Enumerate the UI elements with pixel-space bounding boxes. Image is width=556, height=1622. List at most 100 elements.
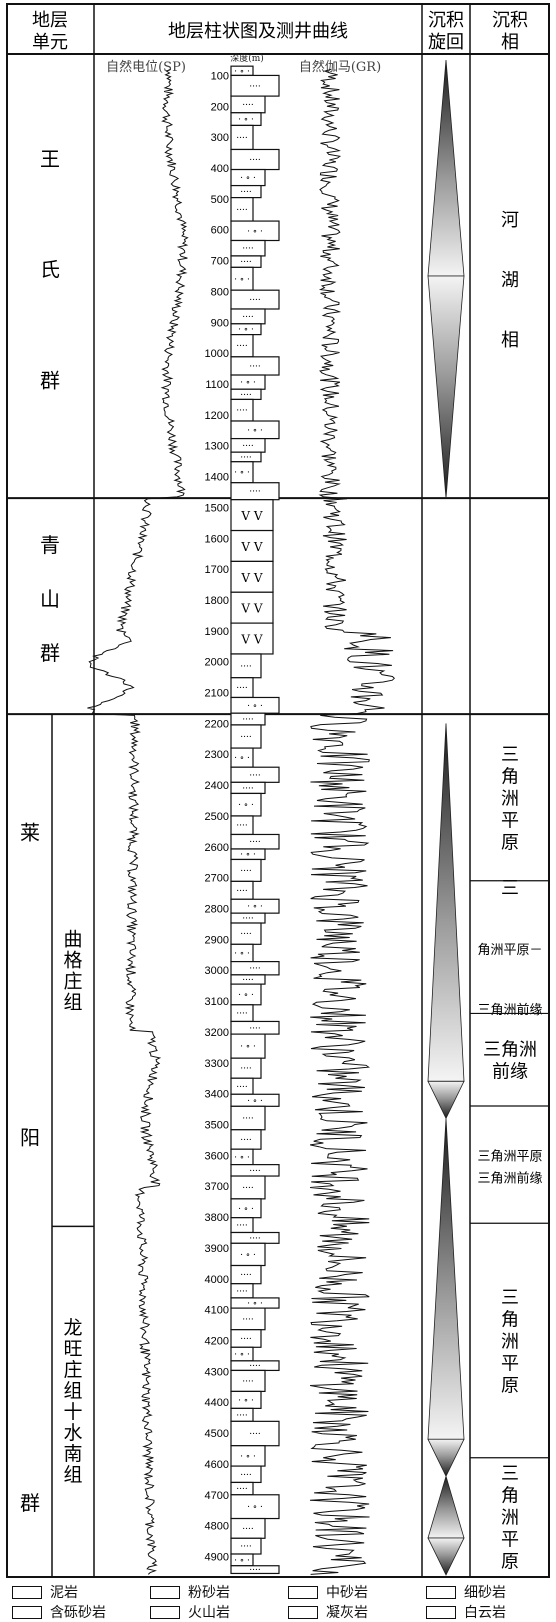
- sandstone-dots: ····: [240, 662, 252, 672]
- sandstone-dots: ····: [236, 1221, 248, 1231]
- sedimentary-cycle-triangle: [427, 1118, 465, 1440]
- depth-tick-label: 4400: [205, 1397, 229, 1409]
- depth-tick-label: 2800: [205, 904, 229, 916]
- formation-name-char: 旺: [63, 1338, 82, 1360]
- header-unit-line2: 单元: [32, 32, 68, 52]
- depth-tick-label: 3800: [205, 1212, 229, 1224]
- sp-curve: [87, 68, 189, 1575]
- formation-name-char: 庄: [63, 1359, 82, 1381]
- depth-tick-label: 3600: [205, 1150, 229, 1162]
- depth-tick-label: 4500: [205, 1428, 229, 1440]
- depth-tick-label: 4900: [205, 1551, 229, 1563]
- sandstone-dots: ····: [249, 1430, 261, 1440]
- sandstone-dots: ····: [242, 441, 254, 451]
- sandstone-dots: ····: [249, 1566, 261, 1576]
- header-facies-line2: 相: [501, 32, 519, 53]
- sandstone-dots: ····: [242, 914, 254, 924]
- sandstone-dots: ····: [242, 1377, 254, 1387]
- sandstone-dots: ····: [249, 771, 261, 781]
- formation-name-char: 格: [63, 950, 82, 972]
- sandstone-dots: ····: [249, 1234, 261, 1244]
- depth-tick-label: 3000: [205, 965, 229, 977]
- lithology-legend: 泥岩 粉砂岩 中砂岩 细砂岩 含砾砂岩 火山岩 凝灰岩 白云岩: [0, 1578, 556, 1622]
- depth-tick-label: 600: [211, 225, 229, 237]
- legend-item-siltstone: 粉砂岩: [150, 1582, 230, 1602]
- facies-label: 三角洲平原: [477, 1150, 542, 1165]
- facies-label: 前缘: [492, 1062, 528, 1083]
- facies-label: 相: [501, 330, 519, 351]
- depth-tick-label: 3400: [205, 1089, 229, 1101]
- facies-label: 角: [501, 1309, 519, 1330]
- legend-item-fine-sandstone: 细砂岩: [426, 1582, 506, 1602]
- depth-tick-label: 4100: [205, 1305, 229, 1317]
- depth-tick-label: 4600: [205, 1459, 229, 1471]
- sandstone-dots: · ∘ ·: [238, 801, 254, 811]
- sandstone-dots: ····: [242, 244, 254, 254]
- sandstone-dots: ····: [242, 975, 254, 985]
- sandstone-dots: ····: [240, 930, 252, 940]
- depth-tick-label: 1000: [205, 348, 229, 360]
- sandstone-dots: · ∘ ·: [234, 468, 250, 478]
- legend-item-pebbly-sandstone: 含砾砂岩: [12, 1602, 106, 1622]
- depth-tick-label: 3900: [205, 1243, 229, 1255]
- pebbly-sandstone-swatch: [12, 1605, 42, 1619]
- sandstone-dots: · ∘ ·: [238, 115, 254, 125]
- sandstone-dots: · ∘ ·: [247, 1299, 263, 1309]
- lithology-bed: [230, 591, 274, 624]
- facies-label: 洲: [501, 788, 519, 809]
- depth-tick-label: 4000: [205, 1274, 229, 1286]
- sandstone-dots: ····: [236, 821, 248, 831]
- volcanic-symbol: V V: [240, 509, 262, 523]
- legend-label: 泥岩: [50, 1585, 78, 1601]
- facies-label: 洲: [501, 1507, 519, 1528]
- depth-tick-label: 300: [211, 132, 229, 144]
- sandstone-dots: ····: [236, 1411, 248, 1421]
- group-name-char: 群: [40, 641, 60, 665]
- sedimentary-cycle-triangle: [427, 1537, 465, 1576]
- header-cycle-line1: 沉积: [428, 10, 464, 31]
- depth-tick-label: 1500: [205, 502, 229, 514]
- siltstone-swatch: [150, 1585, 180, 1599]
- gr-curve-title: 自然伽马(GR): [299, 59, 381, 75]
- sandstone-dots: · ∘ ·: [247, 1503, 263, 1513]
- sandstone-dots: · ∘ ·: [234, 67, 250, 77]
- lithology-bed: [230, 529, 274, 563]
- depth-tick-label: 1200: [205, 410, 229, 422]
- sandstone-dots: · ∘ ·: [240, 1452, 256, 1462]
- depth-tick-label: 200: [211, 101, 229, 113]
- gr-curve: [309, 68, 396, 1575]
- sandstone-dots: ····: [242, 100, 254, 110]
- sandstone-dots: ····: [236, 886, 248, 896]
- depth-tick-label: 4200: [205, 1335, 229, 1347]
- depth-tick-label: 4300: [205, 1366, 229, 1378]
- outer-frame: [6, 3, 550, 1578]
- volcanic-symbol: V V: [240, 633, 262, 647]
- volcanic-swatch: [150, 1605, 180, 1619]
- sandstone-dots: · ∘ ·: [234, 1556, 250, 1566]
- sedimentary-cycle-triangle: [427, 59, 465, 277]
- sandstone-dots: · ∘ ·: [238, 1204, 254, 1214]
- sedimentary-cycle-triangle: [427, 1080, 465, 1120]
- sandstone-dots: ····: [236, 1009, 248, 1019]
- depth-tick-label: 4800: [205, 1521, 229, 1533]
- header-column-title: 地层柱状图及测井曲线: [168, 21, 348, 42]
- legend-item-tuff: 凝灰岩: [288, 1602, 368, 1622]
- sandstone-dots: ····: [240, 1135, 252, 1145]
- sandstone-dots: ····: [236, 205, 248, 215]
- sandstone-dots: ····: [242, 715, 254, 725]
- facies-label: 三: [501, 878, 519, 899]
- depth-tick-label: 2700: [205, 873, 229, 885]
- sandstone-dots: ····: [242, 1183, 254, 1193]
- facies-label: 湖: [501, 270, 519, 291]
- formation-name-char: 南: [63, 1443, 82, 1465]
- facies-label: 三: [501, 1463, 519, 1484]
- formation-name-char: 组: [63, 992, 82, 1014]
- facies-label: 三: [501, 1287, 519, 1308]
- facies-label: 三角洲前缘: [477, 1171, 542, 1187]
- sandstone-dots: · ∘ ·: [240, 1250, 256, 1260]
- sandstone-dots: · ∘ ·: [247, 701, 263, 711]
- sandstone-dots: ····: [240, 390, 252, 400]
- mudstone-swatch: [12, 1585, 42, 1599]
- depth-tick-label: 1900: [205, 626, 229, 638]
- depth-tick-label: 100: [211, 70, 229, 82]
